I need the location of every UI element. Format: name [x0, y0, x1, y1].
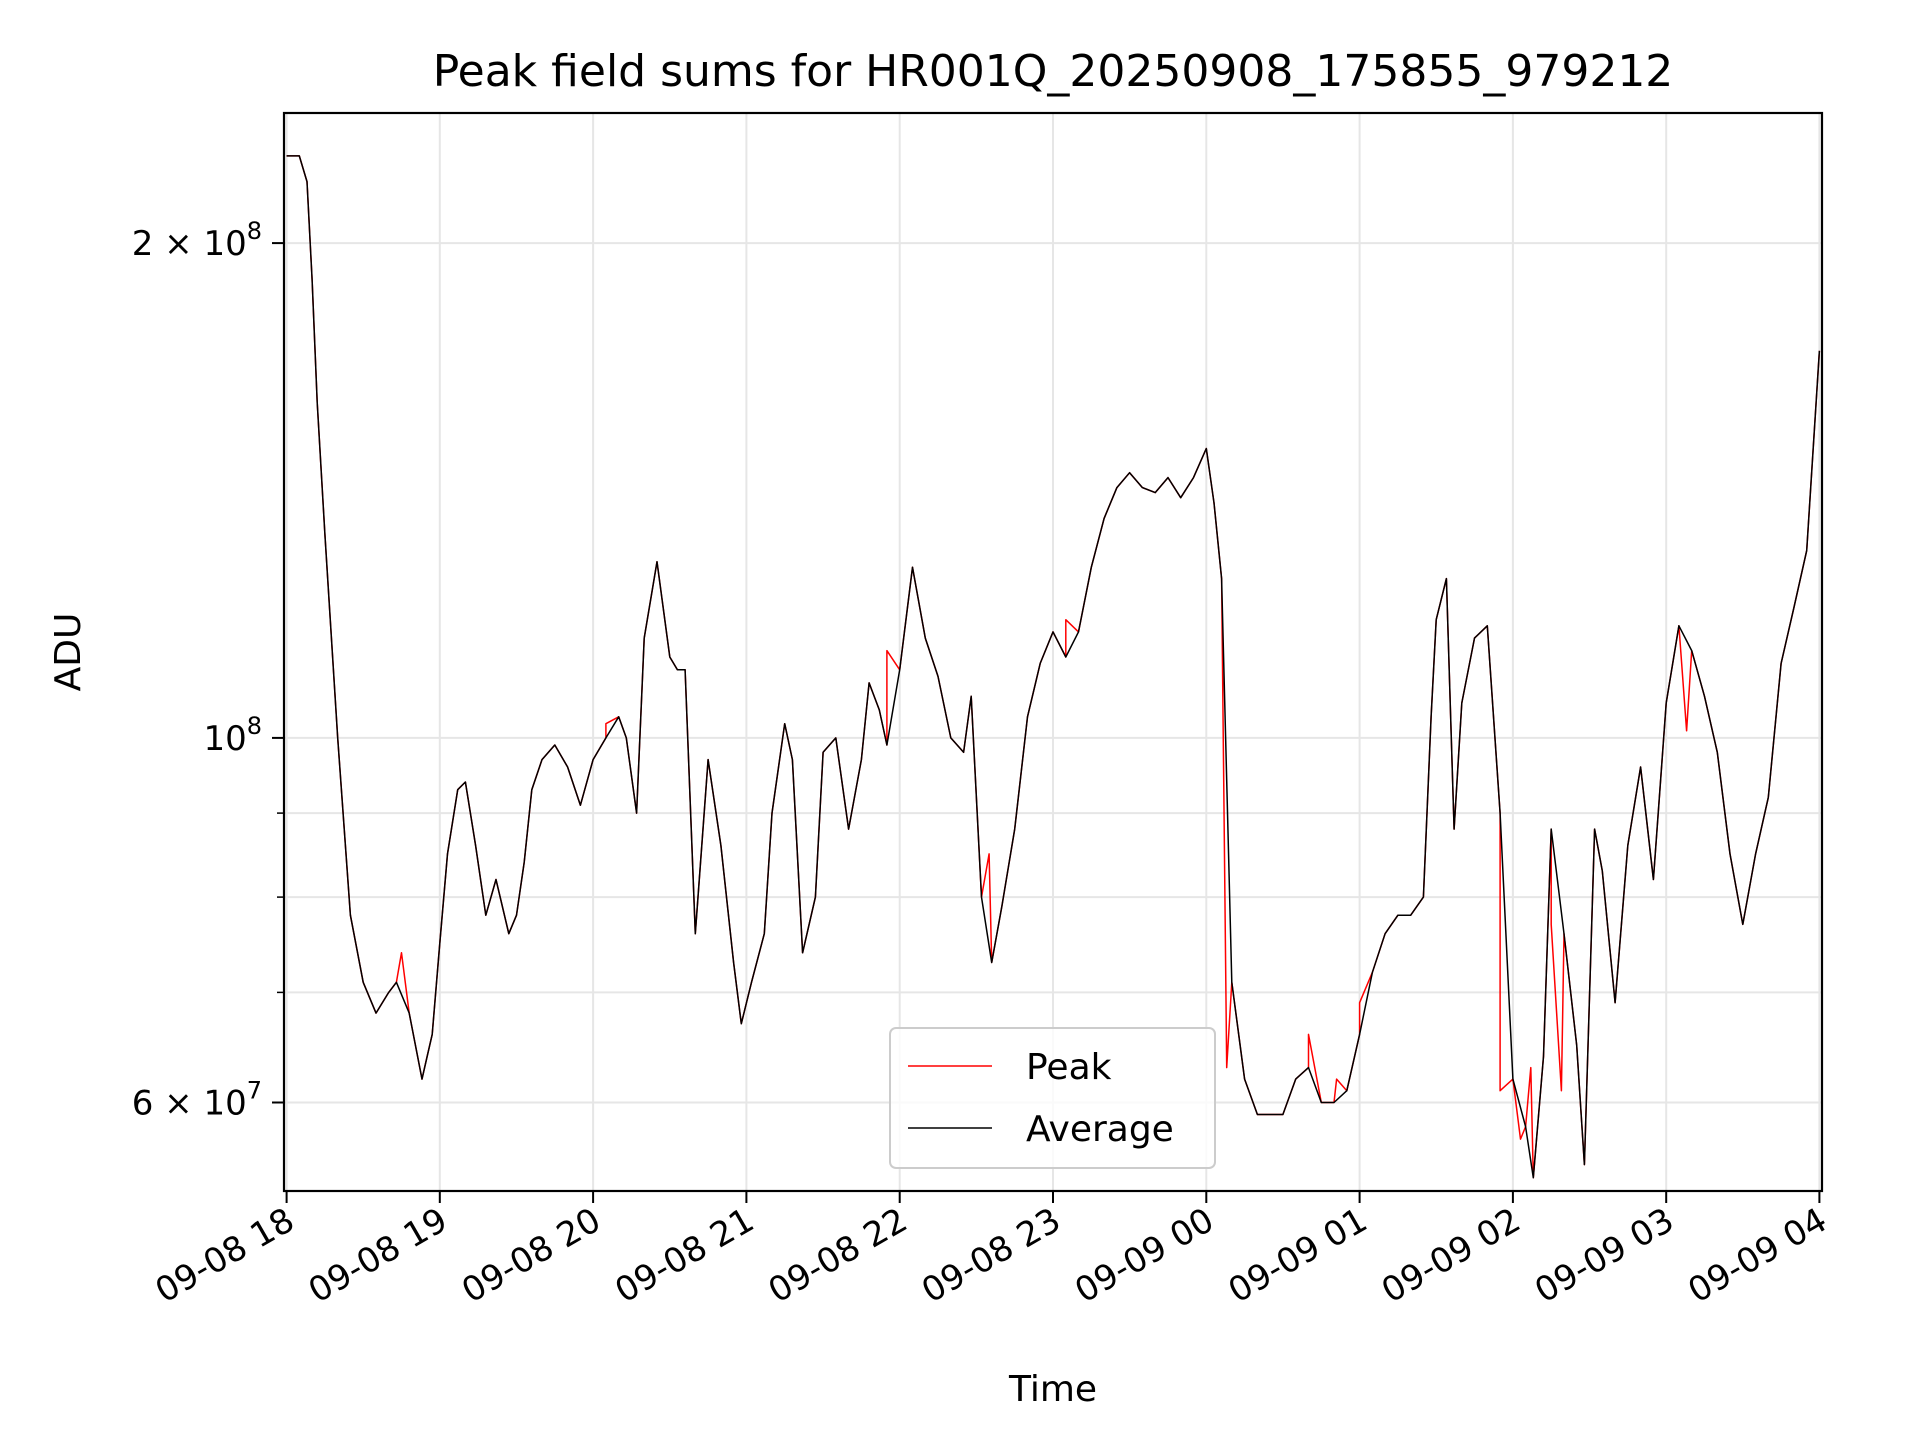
y-tick-base: 10: [203, 1084, 246, 1124]
y-axis-label: ADU: [48, 613, 89, 692]
y-tick-mantissa: 6 ×: [132, 1084, 204, 1124]
y-tick-label: 108: [203, 712, 262, 759]
legend-box: [889, 1027, 1216, 1169]
legend-label-average: Average: [1026, 1109, 1174, 1150]
y-tick-base: 10: [203, 224, 246, 264]
y-tick-label: 2 × 108: [132, 217, 262, 264]
y-tick-label: 6 × 107: [132, 1077, 262, 1124]
y-tick-mantissa: 2 ×: [132, 224, 204, 264]
y-tick-exponent: 8: [247, 712, 262, 740]
legend: Peak Average: [889, 1027, 1216, 1169]
chart-title: Peak field sums for HR001Q_20250908_1758…: [433, 46, 1674, 97]
series-line-average: [286, 155, 1821, 1179]
y-tick-exponent: 7: [247, 1077, 262, 1105]
y-tick-base: 10: [203, 719, 246, 759]
x-axis-label: Time: [1008, 1369, 1097, 1410]
y-tick-exponent: 8: [247, 217, 262, 245]
legend-label-peak: Peak: [1026, 1047, 1112, 1088]
plot-lines: [286, 155, 1821, 1179]
